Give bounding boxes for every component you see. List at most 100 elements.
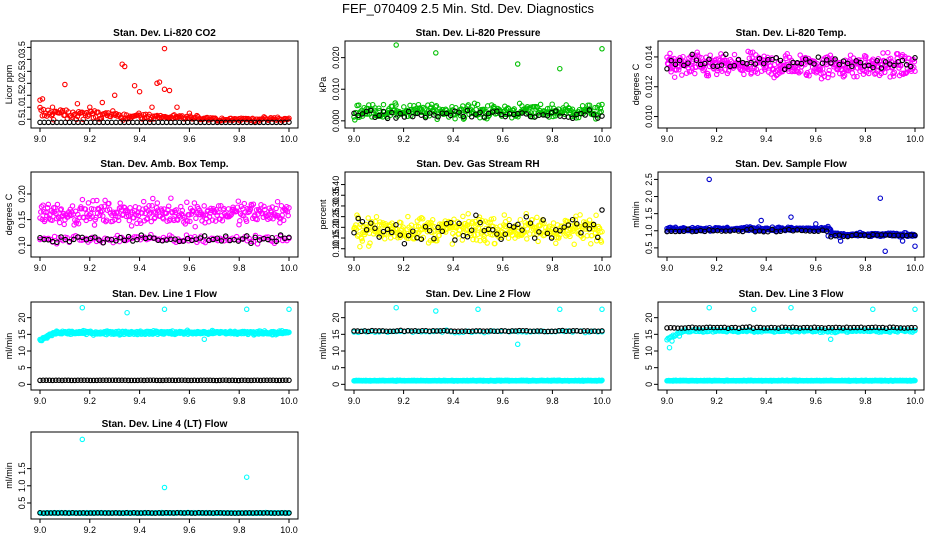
x-tick-label: 10.0 <box>280 134 298 144</box>
data-point <box>273 238 280 245</box>
data-point <box>668 69 674 75</box>
data-point <box>667 324 674 331</box>
data-point <box>667 50 673 57</box>
data-point <box>561 224 567 230</box>
data-point <box>876 324 882 331</box>
data-point <box>552 328 559 335</box>
data-point <box>470 236 476 243</box>
points <box>664 304 918 384</box>
data-point <box>885 49 891 56</box>
data-point <box>371 107 377 114</box>
data-point <box>181 214 188 221</box>
data-point <box>71 236 77 243</box>
data-point <box>516 327 523 334</box>
data-point <box>569 106 576 113</box>
data-point <box>590 111 597 118</box>
y-tick-label: 0.010 <box>331 78 341 101</box>
data-point <box>172 209 179 216</box>
data-point <box>540 217 546 223</box>
data-point <box>238 377 245 384</box>
data-point <box>569 216 576 223</box>
data-point <box>553 240 559 247</box>
data-point <box>807 59 813 65</box>
data-point <box>595 115 601 121</box>
data-point <box>874 58 880 64</box>
data-point <box>405 232 412 239</box>
data-point <box>800 55 806 62</box>
data-point <box>553 108 559 114</box>
data-point <box>206 213 213 220</box>
x-tick-label: 10.0 <box>593 396 611 406</box>
data-point <box>219 217 226 224</box>
chart-title: Stan. Dev. Line 2 Flow <box>426 289 531 300</box>
data-point <box>488 216 495 223</box>
data-point <box>415 328 422 334</box>
data-point <box>460 113 467 120</box>
data-point <box>905 325 911 331</box>
y-axis-label: ml/min <box>4 462 14 489</box>
data-point <box>101 203 108 210</box>
x-tick-label: 10.0 <box>906 396 924 406</box>
data-point <box>372 328 379 334</box>
data-point <box>90 377 97 384</box>
data-point <box>128 223 135 229</box>
y-tick-label: 0.20 <box>17 185 27 203</box>
data-point <box>218 203 224 209</box>
data-point <box>702 60 708 67</box>
data-point <box>882 248 888 255</box>
data-point <box>464 234 471 240</box>
data-point <box>168 195 174 201</box>
data-point <box>394 328 400 334</box>
data-point <box>473 212 479 219</box>
data-point <box>254 216 260 223</box>
data-point <box>183 232 190 238</box>
data-point <box>166 87 173 94</box>
x-tick-label: 10.0 <box>280 525 298 535</box>
y-tick-label: 10 <box>644 346 654 356</box>
y-axis-label: degrees C <box>631 63 641 105</box>
data-point <box>46 377 53 384</box>
x-tick-label: 9.2 <box>84 525 97 535</box>
data-point <box>401 104 407 110</box>
data-point <box>140 206 146 212</box>
y-tick-label: 1.0 <box>17 480 27 493</box>
x-tick-label: 10.0 <box>906 263 924 273</box>
data-point <box>44 205 51 211</box>
data-point <box>58 206 64 212</box>
data-point <box>468 227 475 233</box>
data-point <box>519 227 525 233</box>
series-primary <box>664 304 918 384</box>
data-point <box>197 377 204 384</box>
x-tick-label: 9.6 <box>497 396 510 406</box>
data-point <box>599 328 605 334</box>
data-point <box>823 57 830 63</box>
data-point <box>890 324 897 331</box>
data-point <box>109 377 116 383</box>
data-point <box>87 210 94 217</box>
data-point <box>819 60 826 66</box>
data-point <box>418 236 425 242</box>
y-axis-label: ml/min <box>318 333 328 360</box>
x-tick-label: 9.4 <box>760 134 773 144</box>
x-tick-label: 9.2 <box>84 396 97 406</box>
data-point <box>592 104 598 111</box>
plot-frame <box>30 431 299 520</box>
data-point <box>279 377 286 384</box>
data-point <box>204 377 210 384</box>
data-point <box>173 207 179 213</box>
data-point <box>419 216 426 222</box>
data-point <box>185 377 191 384</box>
data-point <box>405 108 412 115</box>
data-point <box>194 112 200 119</box>
data-point <box>666 335 673 341</box>
data-point <box>912 306 918 313</box>
data-point <box>837 238 844 244</box>
data-point <box>151 235 157 241</box>
data-point <box>825 324 832 331</box>
data-point <box>718 62 725 68</box>
data-point <box>452 237 458 243</box>
data-point <box>765 228 771 235</box>
data-point <box>368 220 374 226</box>
